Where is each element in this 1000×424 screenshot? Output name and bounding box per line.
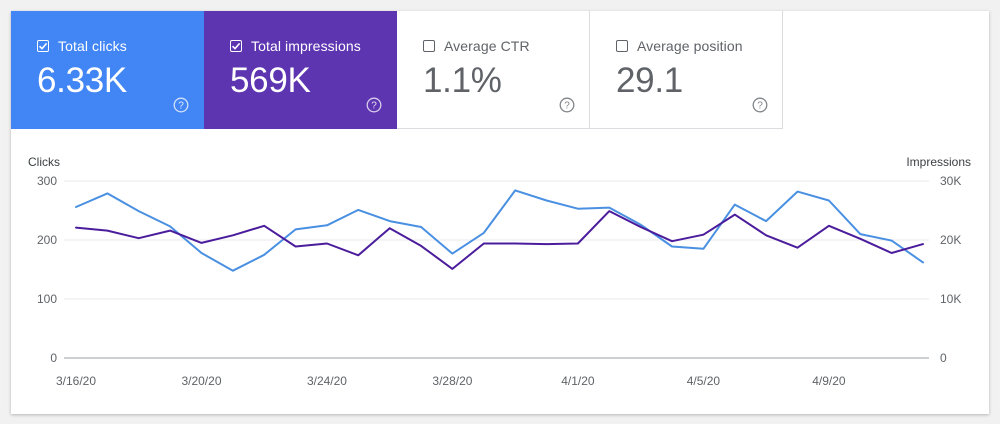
help-icon[interactable]: ? — [366, 97, 382, 113]
x-tick-label: 3/20/20 — [181, 374, 221, 388]
x-tick-label: 3/24/20 — [307, 374, 347, 388]
y-right-tick-label: 30K — [940, 174, 961, 188]
help-icon[interactable]: ? — [559, 97, 575, 113]
performance-line-chart: Clicks Impressions 300 30K 200 20K 100 10K 0 0 3… — [28, 155, 971, 388]
tile-header: Average CTR — [423, 38, 530, 54]
tile-total-impressions[interactable]: Total impressions 569K ? — [204, 11, 397, 129]
x-tick-label: 4/5/20 — [687, 374, 721, 388]
tile-header: Total impressions — [230, 38, 361, 54]
checkbox-checked-icon[interactable] — [37, 40, 49, 52]
tile-header: Total clicks — [37, 38, 127, 54]
y-left-axis-label: Clicks — [28, 155, 60, 169]
help-icon[interactable]: ? — [752, 97, 768, 113]
y-right-axis-label: Impressions — [906, 155, 971, 169]
checkbox-checked-icon[interactable] — [230, 40, 242, 52]
tile-label: Average position — [637, 38, 743, 54]
tile-label: Average CTR — [444, 38, 530, 54]
tile-average-position[interactable]: Average position 29.1 ? — [590, 11, 783, 129]
y-left-tick-label: 100 — [37, 292, 57, 306]
tile-total-clicks[interactable]: Total clicks 6.33K ? — [11, 11, 204, 129]
x-tick-label: 3/16/20 — [56, 374, 96, 388]
tile-label: Total impressions — [251, 38, 361, 54]
metric-tiles: Total clicks 6.33K ? Total impressions 5… — [11, 11, 783, 129]
y-right-tick-label: 0 — [940, 351, 947, 365]
svg-text:?: ? — [564, 101, 570, 112]
y-left-tick-label: 0 — [50, 351, 57, 365]
svg-text:?: ? — [757, 101, 763, 112]
y-right-tick-label: 20K — [940, 233, 961, 247]
tile-value: 6.33K — [37, 61, 127, 100]
y-right-tick-label: 10K — [940, 292, 961, 306]
x-tick-label: 4/9/20 — [812, 374, 846, 388]
series-line-total-impressions[interactable] — [75, 210, 924, 270]
y-left-tick-label: 200 — [37, 233, 57, 247]
performance-card: Total clicks 6.33K ? Total impressions 5… — [11, 11, 989, 414]
svg-text:?: ? — [178, 101, 184, 112]
svg-text:?: ? — [371, 101, 377, 112]
tile-average-ctr[interactable]: Average CTR 1.1% ? — [397, 11, 590, 129]
x-tick-label: 4/1/20 — [561, 374, 595, 388]
x-tick-label: 3/28/20 — [432, 374, 472, 388]
series-line-total-clicks[interactable] — [75, 189, 924, 272]
tile-value: 1.1% — [423, 61, 502, 100]
tile-value: 569K — [230, 61, 311, 100]
tile-header: Average position — [616, 38, 743, 54]
y-left-tick-label: 300 — [37, 174, 57, 188]
checkbox-unchecked-icon[interactable] — [616, 40, 628, 52]
checkbox-unchecked-icon[interactable] — [423, 40, 435, 52]
tile-value: 29.1 — [616, 61, 683, 100]
help-icon[interactable]: ? — [173, 97, 189, 113]
tile-label: Total clicks — [58, 38, 127, 54]
